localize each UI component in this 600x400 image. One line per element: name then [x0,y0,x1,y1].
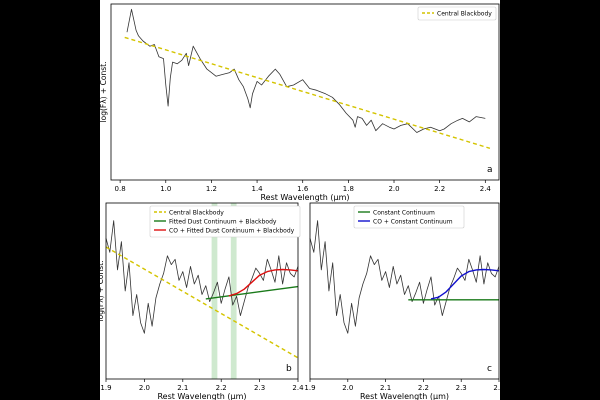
panel-b-legend-entry: CO + Fitted Dust Continuum + Blackbody [169,227,295,234]
panel-a-legend-entry: Central Blackbody [437,10,492,17]
panel-c-x-tick-label: 2.0 [342,384,353,392]
panel-a-y-axis-label: log(Fλ) + Const. [99,62,108,123]
panel-a-panel-label: a [487,165,493,175]
panel-c-legend-entry: Constant Continuum [373,209,435,216]
panel-a-x-tick-label: 1.0 [160,185,171,193]
panel-b-panel-label: b [286,364,292,374]
panel-a-legend-box [417,6,497,21]
panel-b-series-central-blackbody [105,246,299,359]
panel-b-x-tick-label: 2.1 [177,384,188,392]
panel-b-x-axis-label: Rest Wavelength (μm) [157,392,246,400]
panel-a-x-tick-label: 1.2 [206,185,217,193]
panel-c-series-co-constant-continuum [430,268,500,300]
panel-b-legend-entry: Central Blackbody [169,209,224,216]
panel-b-x-tick-label: 1.9 [100,384,111,392]
panel-b-x-tick-label: 2.0 [139,384,150,392]
panel-c-x-tick-label: 2.2 [418,384,429,392]
panel-a-series-central-blackbody [124,36,491,149]
panel-b-series-fitted-dust-continuum-blackbody [205,285,299,300]
panel-c-panel-label: c [487,364,492,374]
panel-a-x-axis-label: Rest Wavelength (μm) [260,193,349,202]
figure-background [100,0,500,400]
panel-a-x-tick-label: 0.8 [115,185,126,193]
panel-a-x-tick-label: 2.2 [434,185,445,193]
panel-b-y-axis-label: log(Fλ) + Const. [96,261,105,322]
panel-c-x-tick-label: 2.3 [456,384,467,392]
panel-c-x-tick-label: 2.1 [380,384,391,392]
panel-c-x-tick-label: 2.4 [493,384,505,392]
panel-b-legend-box [149,205,301,238]
panel-a-x-tick-label: 1.4 [252,185,264,193]
panel-b-series-observed-spectrum [105,220,299,334]
panel-a-x-tick-label: 1.6 [297,185,309,193]
panel-a-series-observed-spectrum [126,8,486,133]
panel-c-series-observed-spectrum [309,220,500,334]
panel-c-x-tick-label: 1.9 [304,384,315,392]
panel-b-series-co-fitted-dust-continuum-blackbody [228,268,299,297]
panel-a-x-tick-label: 2.0 [388,185,399,193]
panel-b-legend-entry: Fitted Dust Continuum + Blackbody [169,218,277,225]
panel-b-x-tick-label: 2.3 [254,384,265,392]
panel-a-x-tick-label: 1.8 [343,185,354,193]
panel-c-legend-entry: CO + Constant Continuum [373,218,453,225]
panel-b-x-tick-label: 2.2 [216,384,227,392]
panel-c-axes-frame [309,202,500,380]
panel-b-x-tick-label: 2.4 [292,384,304,392]
panel-c-legend-box [353,205,465,229]
panel-a-axes-frame [110,3,500,181]
panel-b-axes-frame [105,202,299,380]
panel-c-x-axis-label: Rest Wavelength (μm) [360,392,449,400]
panel-a-x-tick-label: 2.4 [480,185,492,193]
panel-b-shaded-band [230,203,237,379]
